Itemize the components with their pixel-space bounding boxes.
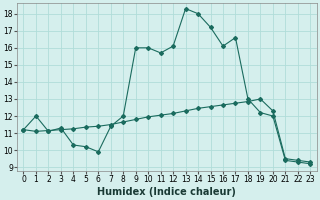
X-axis label: Humidex (Indice chaleur): Humidex (Indice chaleur) bbox=[98, 187, 236, 197]
